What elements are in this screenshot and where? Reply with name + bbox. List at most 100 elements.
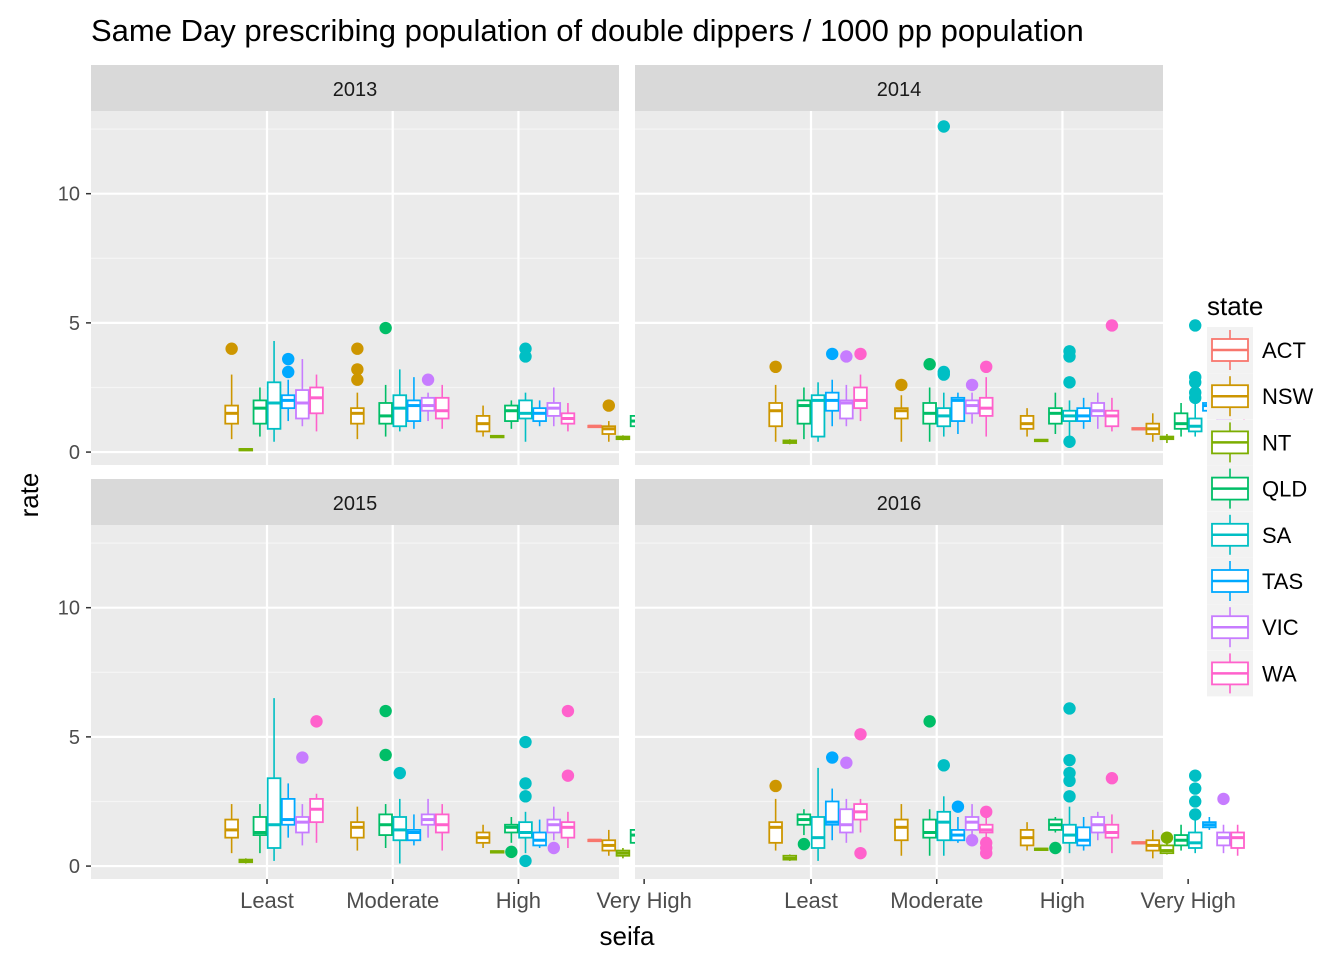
outlier-point <box>519 854 532 868</box>
facet-strip-label: 2015 <box>333 493 378 515</box>
box-nsw-high <box>475 405 491 437</box>
box-nsw-least <box>768 779 783 851</box>
box-tas-least <box>280 783 296 838</box>
box-iqr <box>378 402 393 425</box>
outlier-point <box>393 766 406 780</box>
outlier-point <box>923 715 936 728</box>
box-vic-high <box>1090 392 1106 429</box>
box-tas-least <box>824 751 840 841</box>
box-wa-least <box>853 347 868 422</box>
box-vic-least <box>839 350 854 427</box>
box-nsw-high <box>475 824 491 848</box>
outlier-point <box>895 378 908 392</box>
box-sa-moderate <box>936 120 952 437</box>
outlier-point <box>379 704 392 718</box>
box-iqr <box>518 821 533 839</box>
box-act-very-high <box>1131 427 1146 431</box>
box-nt-least <box>238 447 254 452</box>
y-tick-label: 10 <box>58 184 80 206</box>
box-iqr <box>1173 412 1189 430</box>
outlier-point <box>854 728 867 741</box>
box-vic-moderate <box>964 378 980 424</box>
box-iqr <box>824 800 840 826</box>
outlier-point <box>1063 435 1076 448</box>
outlier-point <box>519 790 532 803</box>
outlier-point <box>519 777 532 790</box>
outlier-point <box>310 715 323 728</box>
box-nt-least <box>782 854 798 861</box>
box-tas-moderate <box>950 800 966 843</box>
x-tick-label: Very High <box>1140 888 1235 913</box>
outlier-point <box>1189 769 1202 782</box>
outlier-point <box>282 365 295 379</box>
box-qld-least <box>252 387 268 437</box>
box-iqr <box>936 810 952 842</box>
legend-label: NT <box>1262 430 1291 455</box>
outlier-point <box>923 358 936 371</box>
y-tick-label: 5 <box>69 727 80 749</box>
box-sa-moderate <box>936 759 952 856</box>
outlier-point <box>1189 370 1202 384</box>
box-tas-moderate <box>406 814 422 846</box>
y-tick-label: 5 <box>69 313 80 335</box>
box-iqr <box>560 821 576 839</box>
outlier-point <box>351 373 364 386</box>
box-wa-least <box>309 374 324 432</box>
outlier-point <box>965 378 979 392</box>
facet-panels: 2013 0 5 10 2014 2015 0 5 10 Least Moderate High Ver… <box>58 65 1245 913</box>
outlier-point <box>965 834 979 847</box>
box-iqr <box>796 399 812 425</box>
box-nt-high <box>1033 438 1049 443</box>
box-iqr <box>252 399 268 425</box>
box-nsw-moderate <box>894 804 909 856</box>
outlier-point <box>602 399 615 412</box>
x-axis-title: seifa <box>600 921 655 951</box>
box-qld-least <box>252 804 268 854</box>
box-nsw-very-high <box>1145 829 1161 859</box>
box-iqr <box>894 407 909 420</box>
box-nt-very-high <box>615 847 631 859</box>
box-nsw-least <box>224 804 239 854</box>
box-iqr <box>406 399 422 422</box>
box-qld-moderate <box>378 704 393 848</box>
box-wa-high <box>560 704 576 848</box>
box-iqr <box>894 818 909 842</box>
facet-strip <box>91 479 619 525</box>
box-iqr <box>810 394 826 438</box>
box-sa-very-high <box>1187 319 1203 437</box>
outlier-point <box>951 800 965 813</box>
box-qld-least <box>796 809 812 851</box>
box-iqr <box>768 402 783 428</box>
legend-label: VIC <box>1262 615 1299 640</box>
outlier-point <box>826 347 839 361</box>
box-wa-moderate <box>434 804 450 851</box>
box-iqr <box>518 399 533 420</box>
box-nt-very-high <box>1159 831 1175 855</box>
box-wa-moderate <box>434 384 450 429</box>
outlier-point <box>1189 782 1202 795</box>
outlier-point <box>937 120 950 133</box>
legend-item-nt: NT <box>1207 419 1291 466</box>
box-iqr <box>504 404 519 422</box>
box-wa-high <box>1104 319 1120 432</box>
box-iqr <box>406 829 422 842</box>
box-nsw-very-high <box>601 399 617 442</box>
outlier-point <box>519 342 532 355</box>
box-wa-moderate <box>978 805 994 860</box>
x-tick-label: High <box>1040 888 1085 913</box>
box-nsw-moderate <box>350 806 365 851</box>
outlier-point <box>561 704 575 718</box>
outlier-point <box>379 321 392 335</box>
box-nsw-high <box>1019 408 1035 437</box>
outlier-point <box>1189 319 1202 332</box>
box-sa-high <box>518 342 533 442</box>
box-wa-least <box>309 715 324 843</box>
box-qld-moderate <box>922 715 937 856</box>
outlier-point <box>1105 319 1119 332</box>
box-wa-high <box>1104 772 1120 854</box>
y-tick-label: 0 <box>69 442 80 464</box>
box-iqr <box>922 818 937 839</box>
outlier-point <box>769 360 782 374</box>
box-nsw-very-high <box>1145 413 1161 442</box>
